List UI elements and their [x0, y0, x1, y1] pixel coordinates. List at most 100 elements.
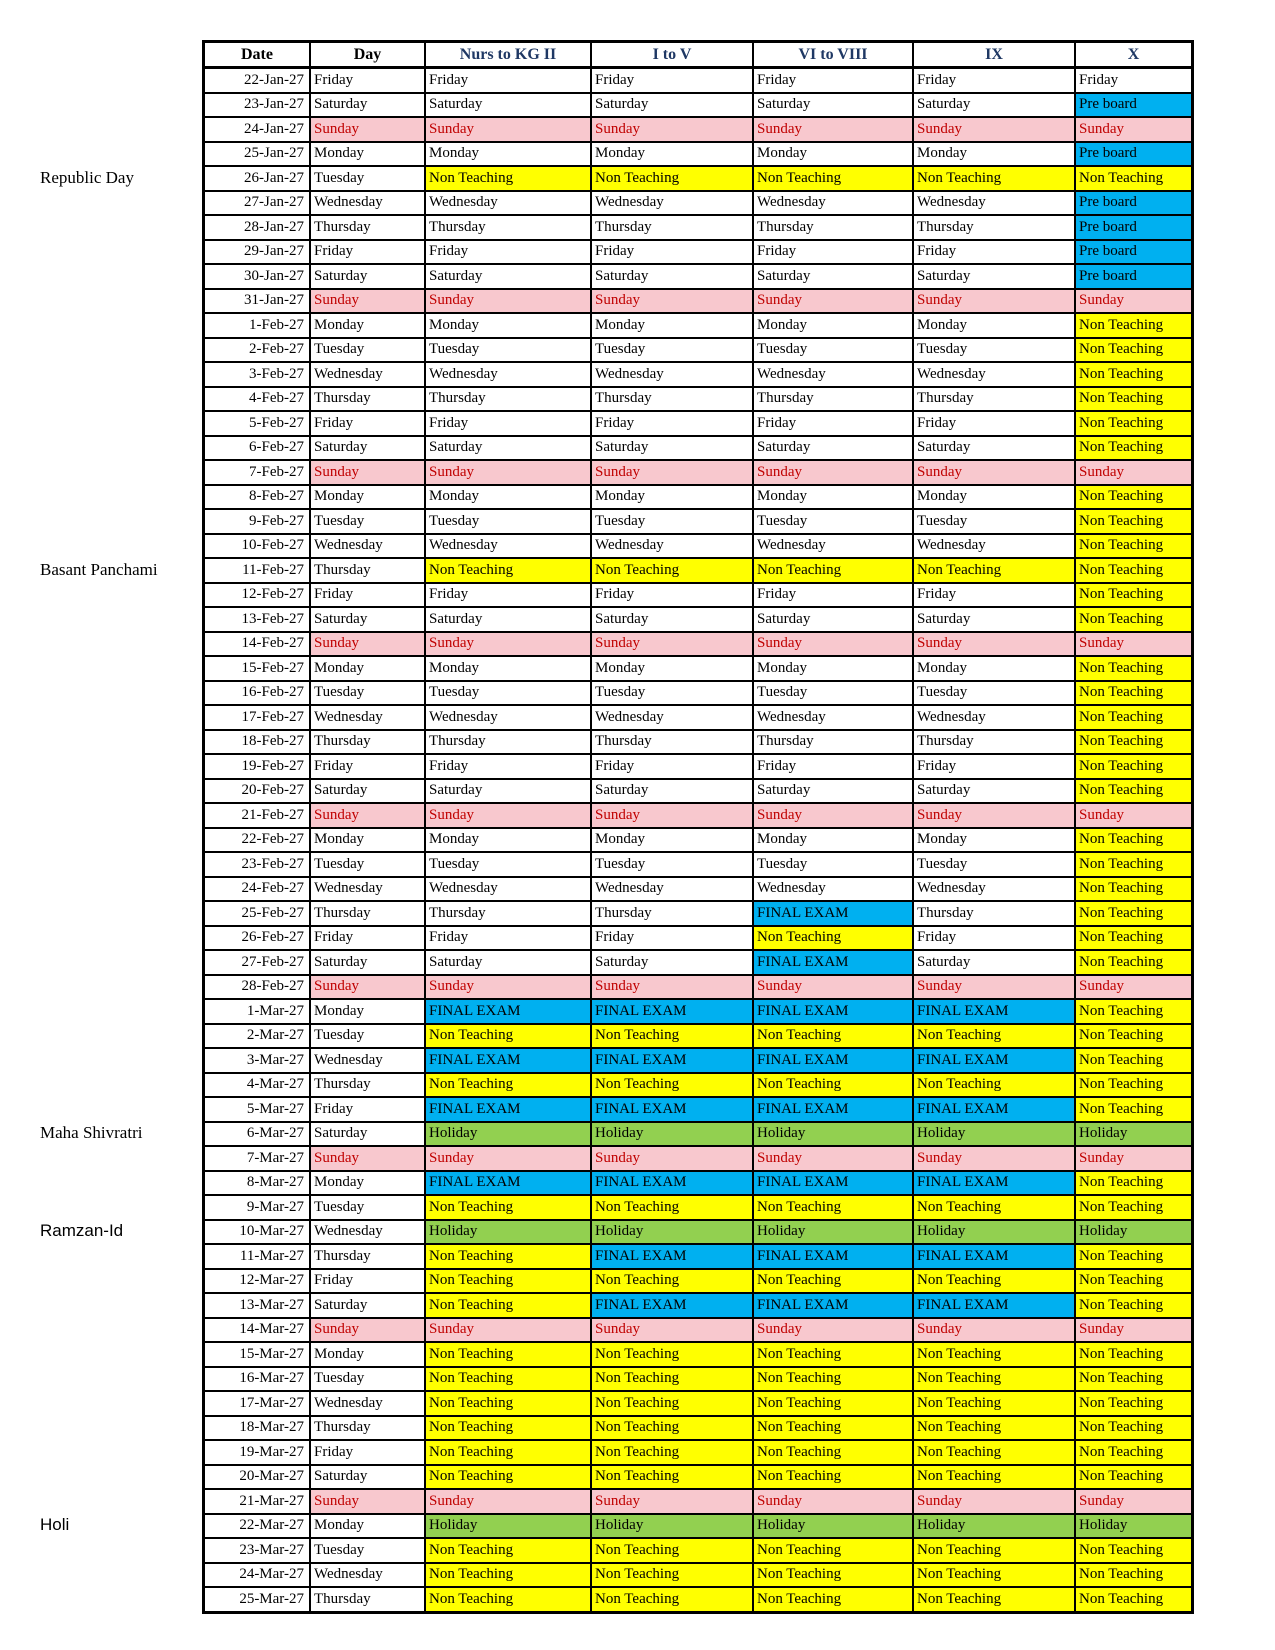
date-cell: 28-Feb-27 [202, 973, 311, 1000]
schedule-cell: Tuesday [752, 851, 914, 878]
day-cell: Sunday [309, 973, 426, 1000]
holiday-label-holi: Holi [40, 1514, 70, 1534]
schedule-cell: Saturday [590, 434, 754, 461]
day-cell: Saturday [309, 434, 426, 461]
schedule-cell: Tuesday [424, 336, 592, 363]
schedule-cell: Saturday [590, 263, 754, 290]
date-cell: 19-Feb-27 [202, 753, 311, 780]
schedule-cell: Non Teaching [590, 165, 754, 192]
schedule-cell: Non Teaching [912, 1267, 1076, 1294]
date-cell: 16-Feb-27 [202, 679, 311, 706]
schedule-cell: Tuesday [424, 508, 592, 535]
schedule-cell: Thursday [752, 385, 914, 412]
schedule-cell: Thursday [424, 385, 592, 412]
schedule-cell: Tuesday [590, 679, 754, 706]
schedule-cell: Non Teaching [912, 1537, 1076, 1564]
date-cell: 1-Mar-27 [202, 998, 311, 1025]
schedule-cell: Holiday [1074, 1120, 1194, 1147]
date-cell: 20-Feb-27 [202, 777, 311, 804]
date-cell: 25-Jan-27 [202, 140, 311, 167]
date-cell: 22-Jan-27 [202, 66, 311, 94]
schedule-cell: Monday [590, 483, 754, 510]
schedule-cell: Wednesday [912, 189, 1076, 216]
calendar-table-body: 22-Jan-27 Friday Friday Friday Friday Friday F… [202, 66, 1194, 1613]
date-cell: 29-Jan-27 [202, 238, 311, 265]
schedule-cell: Tuesday [590, 508, 754, 535]
schedule-cell: Wednesday [912, 704, 1076, 731]
schedule-cell: Tuesday [424, 679, 592, 706]
schedule-cell: Sunday [1074, 973, 1194, 1000]
schedule-cell: Saturday [752, 777, 914, 804]
schedule-cell: Sunday [424, 1316, 592, 1343]
holiday-label-basant-panchami: Basant Panchami [40, 559, 158, 579]
day-cell: Thursday [309, 900, 426, 927]
day-cell: Friday [309, 1267, 426, 1294]
schedule-cell: Non Teaching [1074, 679, 1194, 706]
schedule-cell: Saturday [424, 434, 592, 461]
schedule-cell: Thursday [590, 385, 754, 412]
schedule-cell: Friday [912, 238, 1076, 265]
date-cell: 31-Jan-27 [202, 287, 311, 314]
table-row: 23-Mar-27 Tuesday Non Teaching Non Teaching… [202, 1537, 1194, 1564]
date-cell: 14-Mar-27 [202, 1316, 311, 1343]
schedule-cell: Non Teaching [1074, 336, 1194, 363]
date-cell: 23-Feb-27 [202, 851, 311, 878]
schedule-cell: Friday [424, 924, 592, 951]
schedule-cell: Friday [752, 238, 914, 265]
table-row: 25-Feb-27 Thursday Thursday Thursday FINAL E… [202, 900, 1194, 927]
day-cell: Monday [309, 140, 426, 167]
schedule-cell: Friday [590, 66, 754, 94]
schedule-cell: Saturday [424, 777, 592, 804]
day-cell: Sunday [309, 287, 426, 314]
schedule-cell: Non Teaching [912, 1586, 1076, 1613]
schedule-cell: Tuesday [752, 508, 914, 535]
day-cell: Thursday [309, 214, 426, 241]
date-cell: 2-Feb-27 [202, 336, 311, 363]
schedule-cell: FINAL EXAM [590, 1096, 754, 1123]
day-cell: Sunday [309, 459, 426, 486]
day-cell: Thursday [309, 728, 426, 755]
schedule-cell: Friday [912, 581, 1076, 608]
schedule-cell: Non Teaching [1074, 1365, 1194, 1392]
day-cell: Saturday [309, 1463, 426, 1490]
date-cell: 12-Feb-27 [202, 581, 311, 608]
schedule-cell: Non Teaching [1074, 410, 1194, 437]
day-cell: Tuesday [309, 508, 426, 535]
schedule-cell: Non Teaching [424, 1267, 592, 1294]
table-row: 9-Feb-27 Tuesday Tuesday Tuesday Tuesday Tues… [202, 508, 1194, 535]
day-cell: Saturday [309, 949, 426, 976]
schedule-cell: FINAL EXAM [912, 1243, 1076, 1270]
day-cell: Wednesday [309, 704, 426, 731]
date-cell: 23-Jan-27 [202, 91, 311, 118]
schedule-cell: Thursday [424, 900, 592, 927]
schedule-cell: Friday [752, 410, 914, 437]
day-cell: Sunday [309, 1488, 426, 1515]
day-cell: Thursday [309, 385, 426, 412]
schedule-cell: Non Teaching [590, 1267, 754, 1294]
schedule-cell: Non Teaching [590, 1439, 754, 1466]
schedule-cell: Friday [424, 581, 592, 608]
schedule-cell: Wednesday [912, 361, 1076, 388]
schedule-cell: Wednesday [424, 875, 592, 902]
schedule-cell: Non Teaching [1074, 483, 1194, 510]
schedule-cell: Monday [590, 826, 754, 853]
column-header-nurs-to-kg-ii: Nurs to KG II [424, 40, 592, 69]
schedule-cell: Thursday [912, 214, 1076, 241]
table-row: 6-Feb-27 Saturday Saturday Saturday Saturday… [202, 434, 1194, 461]
schedule-cell: Wednesday [752, 532, 914, 559]
day-cell: Wednesday [309, 1218, 426, 1245]
date-cell: 21-Mar-27 [202, 1488, 311, 1515]
schedule-cell: Monday [424, 655, 592, 682]
schedule-cell: Non Teaching [912, 1561, 1076, 1588]
schedule-cell: Non Teaching [1074, 1439, 1194, 1466]
date-cell: 5-Feb-27 [202, 410, 311, 437]
day-cell: Tuesday [309, 851, 426, 878]
date-cell: 3-Feb-27 [202, 361, 311, 388]
schedule-cell: Non Teaching [752, 1365, 914, 1392]
schedule-cell: Non Teaching [1074, 557, 1194, 584]
schedule-cell: Sunday [752, 630, 914, 657]
schedule-cell: Non Teaching [1074, 1463, 1194, 1490]
schedule-cell: Tuesday [752, 679, 914, 706]
schedule-cell: Sunday [912, 459, 1076, 486]
